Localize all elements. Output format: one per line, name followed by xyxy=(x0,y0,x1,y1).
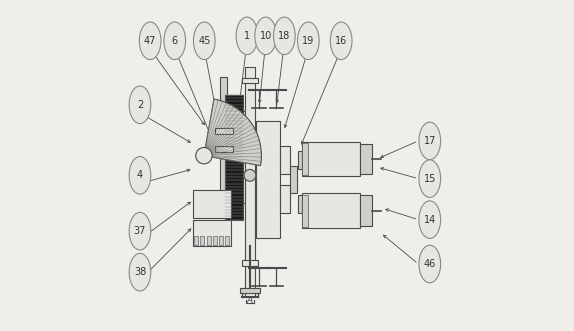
Ellipse shape xyxy=(330,22,352,60)
Bar xyxy=(302,142,360,176)
Bar xyxy=(360,144,373,174)
Ellipse shape xyxy=(129,213,151,250)
Polygon shape xyxy=(205,99,261,166)
Bar xyxy=(195,236,199,245)
Ellipse shape xyxy=(193,22,215,60)
Text: 6: 6 xyxy=(172,36,178,46)
Ellipse shape xyxy=(236,17,258,55)
Bar xyxy=(220,77,227,218)
Bar xyxy=(207,236,211,245)
Text: 10: 10 xyxy=(259,31,272,41)
Bar xyxy=(243,172,257,178)
Bar xyxy=(290,166,297,193)
Ellipse shape xyxy=(297,22,319,60)
Bar xyxy=(225,95,243,220)
Bar xyxy=(281,146,290,174)
Text: 14: 14 xyxy=(424,215,436,225)
Text: A: A xyxy=(247,296,253,305)
Circle shape xyxy=(244,169,256,181)
Bar xyxy=(215,128,233,134)
Bar xyxy=(297,195,302,213)
Bar xyxy=(240,288,260,293)
Bar xyxy=(215,146,233,152)
Bar xyxy=(302,193,360,228)
Bar xyxy=(219,236,223,245)
Ellipse shape xyxy=(139,22,161,60)
Bar xyxy=(193,220,231,246)
Text: 47: 47 xyxy=(144,36,156,46)
Ellipse shape xyxy=(129,254,151,291)
Text: 18: 18 xyxy=(278,31,290,41)
Text: 37: 37 xyxy=(134,226,146,236)
Bar xyxy=(302,195,308,226)
Bar xyxy=(297,151,302,169)
Text: 2: 2 xyxy=(137,100,143,110)
Ellipse shape xyxy=(419,160,441,197)
Text: 19: 19 xyxy=(302,36,315,46)
Bar xyxy=(222,111,247,203)
Text: 15: 15 xyxy=(424,174,436,184)
Bar xyxy=(242,77,258,83)
Bar xyxy=(193,190,231,218)
Ellipse shape xyxy=(419,201,441,238)
Text: 17: 17 xyxy=(424,136,436,146)
Bar xyxy=(302,143,308,175)
Text: 38: 38 xyxy=(134,267,146,277)
Ellipse shape xyxy=(419,122,441,160)
Ellipse shape xyxy=(129,157,151,194)
Ellipse shape xyxy=(274,17,295,55)
Ellipse shape xyxy=(129,86,151,123)
Circle shape xyxy=(196,147,212,164)
Ellipse shape xyxy=(164,22,185,60)
Text: 46: 46 xyxy=(424,259,436,269)
Ellipse shape xyxy=(255,17,277,55)
Bar xyxy=(242,260,258,265)
Bar xyxy=(256,121,281,238)
Text: 1: 1 xyxy=(244,31,250,41)
Bar xyxy=(281,185,290,213)
Text: 16: 16 xyxy=(335,36,347,46)
Text: 4: 4 xyxy=(137,170,143,180)
Bar xyxy=(245,67,254,297)
Bar xyxy=(224,236,228,245)
Ellipse shape xyxy=(419,245,441,283)
Text: 45: 45 xyxy=(198,36,211,46)
Bar xyxy=(360,195,373,226)
Bar xyxy=(200,236,204,245)
Bar xyxy=(213,236,217,245)
